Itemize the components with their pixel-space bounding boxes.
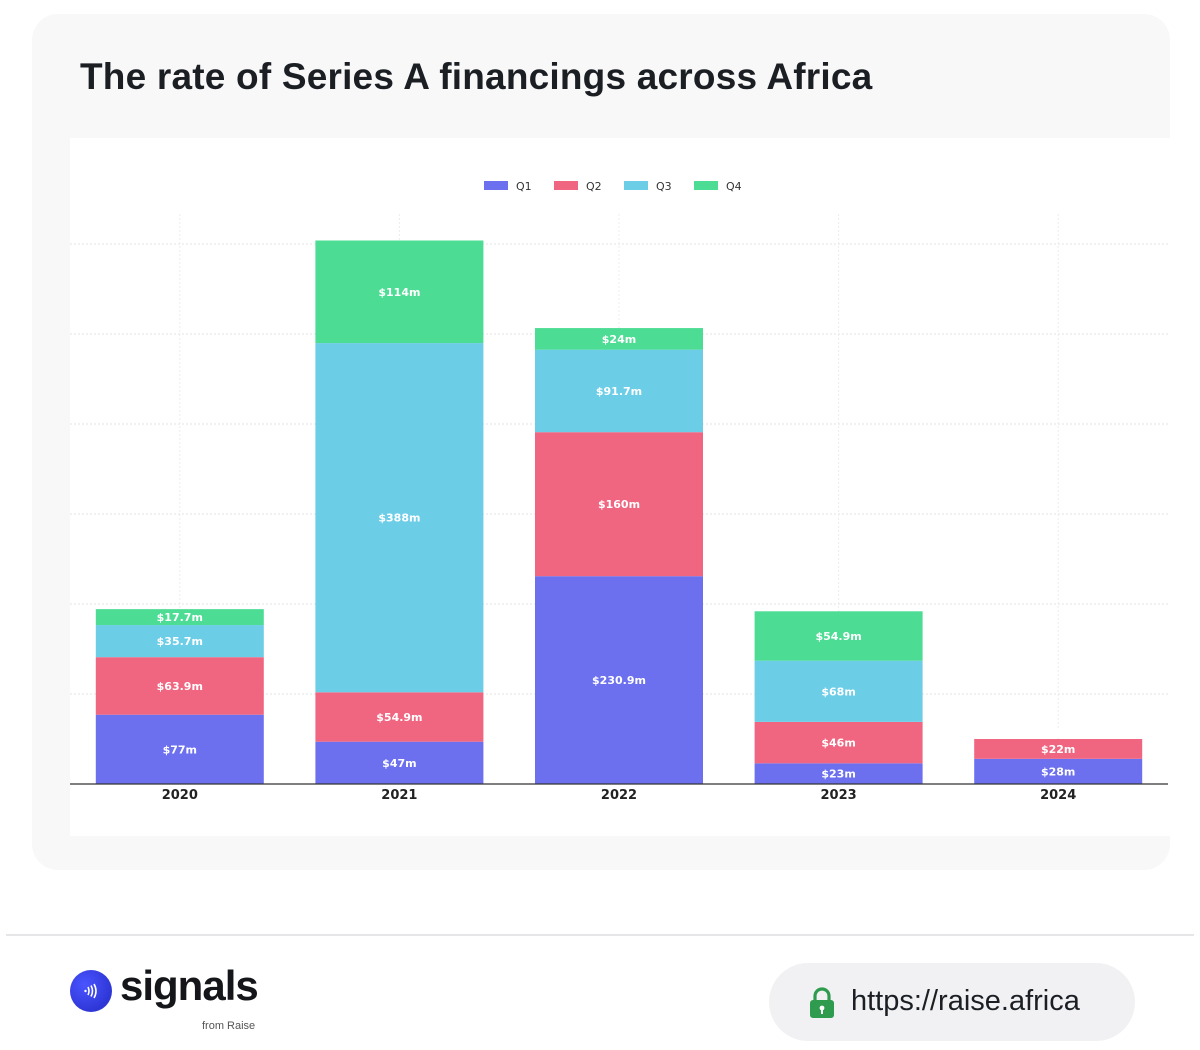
data-label: $35.7m [157, 635, 203, 648]
data-label: $28m [1041, 765, 1075, 778]
bar-2023-q3 [754, 660, 923, 722]
data-label: $47m [382, 757, 416, 770]
data-label: $46m [821, 737, 855, 750]
x-tick-label: 2023 [821, 788, 857, 803]
lock-icon [809, 987, 835, 1024]
legend-swatch-q1 [484, 181, 508, 190]
data-label: $388m [378, 512, 420, 525]
brand-name: signals [120, 962, 259, 1009]
data-label: $91.7m [596, 385, 642, 398]
data-label: $24m [602, 333, 636, 346]
legend-label: Q3 [656, 180, 672, 193]
data-label: $0m [1045, 727, 1072, 740]
data-label: $23m [821, 768, 855, 781]
x-tick-label: 2022 [601, 788, 637, 803]
bar-2021-q1 [315, 741, 484, 784]
bar-2020-q4 [95, 609, 264, 626]
x-tick-label: 2021 [381, 788, 417, 803]
x-tick-label: 2020 [162, 788, 198, 803]
bar-2021-q2 [315, 692, 484, 742]
x-tick-label: 2024 [1040, 788, 1076, 803]
bar-2020-q1 [95, 714, 264, 784]
footer-divider [6, 934, 1194, 936]
data-label: $160m [598, 498, 640, 511]
data-label: $22m [1041, 743, 1075, 756]
bar-2022-q3 [535, 349, 703, 433]
data-label: $63.9m [157, 680, 203, 693]
url-pill[interactable]: https://raise.africa [769, 963, 1135, 1041]
bar-2024-q2 [974, 739, 1143, 759]
url-link[interactable]: https://raise.africa [851, 985, 1080, 1017]
legend-label: Q4 [726, 180, 742, 193]
bar-2023-q4 [754, 611, 923, 661]
page-title: The rate of Series A financings across A… [80, 56, 873, 97]
bar-2022-q1 [535, 576, 703, 784]
data-label: $68m [821, 685, 855, 698]
bar-2021-q3 [315, 343, 484, 693]
brand-subtitle: from Raise [202, 1020, 256, 1032]
signals-logo-icon [70, 970, 112, 1012]
bar-2020-q2 [95, 657, 264, 715]
legend-label: Q2 [586, 180, 602, 193]
data-label: $17.7m [157, 611, 203, 624]
bar-2024-q1 [974, 758, 1143, 784]
data-label: $114m [378, 286, 420, 299]
bar-2022-q2 [535, 432, 703, 577]
data-label: $77m [163, 743, 197, 756]
bar-2023-q1 [754, 763, 923, 784]
bar-2023-q2 [754, 721, 923, 764]
bar-2020-q3 [95, 625, 264, 658]
legend-swatch-q4 [694, 181, 718, 190]
legend-swatch-q3 [624, 181, 648, 190]
bar-2021-q4 [315, 240, 484, 344]
legend-label: Q1 [516, 180, 532, 193]
data-label: $0m [1045, 727, 1072, 740]
data-label: $230.9m [592, 674, 646, 687]
data-label: $54.9m [376, 711, 422, 724]
legend-swatch-q2 [554, 181, 578, 190]
bar-2022-q4 [535, 328, 703, 350]
data-label: $54.9m [815, 630, 861, 643]
